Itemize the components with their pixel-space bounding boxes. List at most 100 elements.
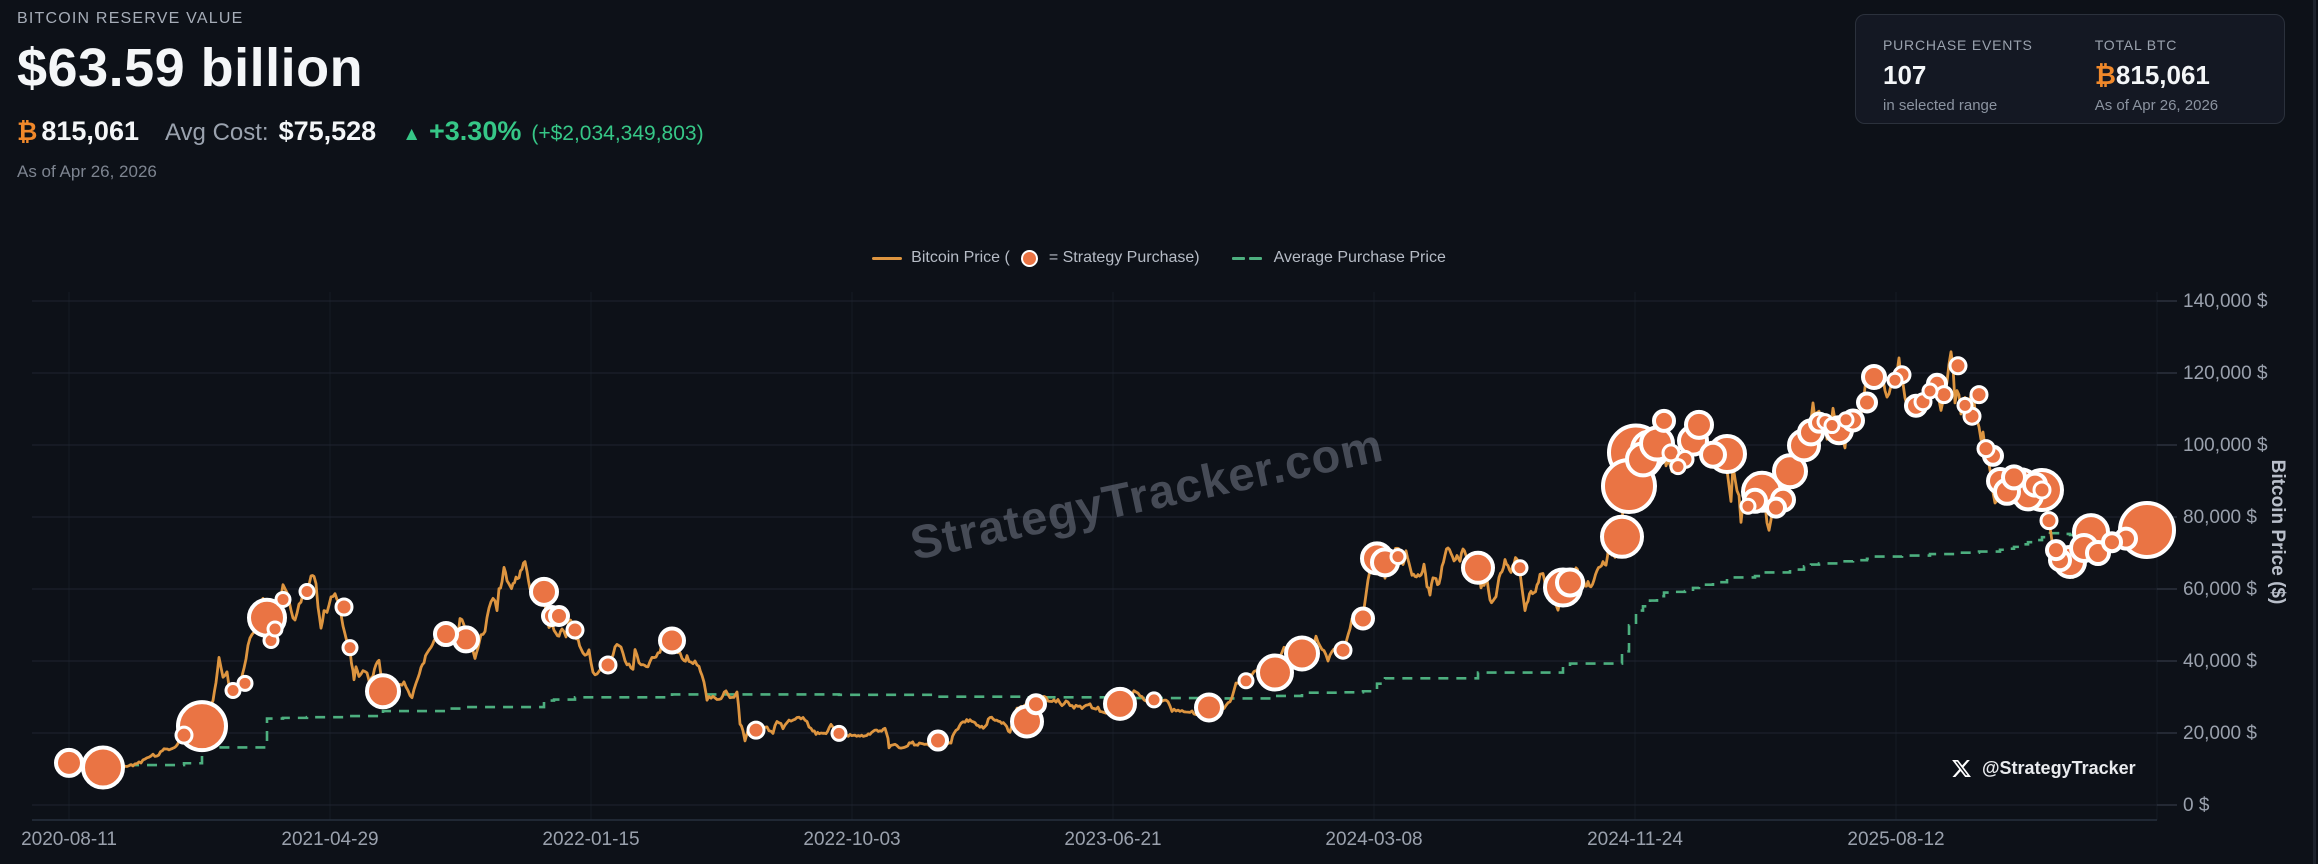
- purchase-bubble[interactable]: [1669, 458, 1687, 476]
- change-percent: +3.30%: [429, 116, 522, 146]
- y-axis-title: Bitcoin Price ($): [2267, 460, 2288, 605]
- social-handle-text: @StrategyTracker: [1982, 758, 2136, 778]
- purchase-bubble[interactable]: [1969, 385, 1989, 405]
- change-up-icon: ▲: [402, 124, 422, 145]
- x-tick-label: 2023-06-21: [1064, 829, 1161, 850]
- purchase-bubble[interactable]: [1823, 417, 1841, 435]
- purchase-bubble[interactable]: [334, 597, 354, 617]
- purchase-bubble[interactable]: [1765, 496, 1787, 519]
- purchase-bubble[interactable]: [1956, 396, 1974, 414]
- purchase-bubble[interactable]: [1856, 391, 1878, 414]
- purchase-bubble[interactable]: [266, 620, 284, 638]
- purchase-bubble[interactable]: [1237, 672, 1255, 690]
- purchase-bubble[interactable]: [1461, 550, 1495, 585]
- purchase-events-label: PURCHASE EVENTS: [1883, 37, 2033, 53]
- y-tick-label: 100,000 $: [2183, 435, 2268, 456]
- purchase-bubble[interactable]: [174, 725, 194, 745]
- avg-cost-line: [59, 531, 2157, 767]
- avg-cost-label: Avg Cost:: [164, 119, 269, 146]
- total-btc-block: TOTAL BTC ₿815,061 As of Apr 26, 2026: [2095, 37, 2218, 123]
- purchase-events-caption: in selected range: [1883, 97, 1998, 114]
- purchase-events-block: PURCHASE EVENTS 107 in selected range: [1883, 37, 2033, 123]
- purchase-bubble[interactable]: [1699, 440, 1727, 469]
- summary-card: PURCHASE EVENTS 107 in selected range TO…: [1855, 14, 2285, 124]
- purchase-bubble[interactable]: [274, 590, 292, 608]
- purchase-bubble[interactable]: [1600, 514, 1644, 559]
- purchase-bubble[interactable]: [1652, 408, 1676, 433]
- purchase-bubble[interactable]: [2101, 531, 2123, 554]
- purchase-bubble[interactable]: [1861, 363, 1887, 390]
- purchase-bubble[interactable]: [565, 620, 585, 640]
- purchase-bubble[interactable]: [1948, 356, 1968, 376]
- header-stats: ₿ 815,061 Avg Cost: $75,528 ▲ +3.30% (+$2…: [17, 116, 704, 147]
- purchase-bubble[interactable]: [1511, 559, 1529, 577]
- purchase-bubble[interactable]: [365, 673, 401, 710]
- purchase-bubble[interactable]: [1886, 371, 1904, 389]
- purchase-bubble[interactable]: [1934, 385, 1954, 405]
- purchase-bubble[interactable]: [54, 747, 84, 778]
- purchase-bubble[interactable]: [1103, 686, 1137, 721]
- legend-price-label-pre: Bitcoin Price (: [911, 249, 1010, 266]
- x-logo-icon: [1952, 759, 1971, 778]
- x-tick-label: 2021-04-29: [281, 829, 378, 850]
- purchase-bubble[interactable]: [1284, 635, 1320, 672]
- btc-amount: 815,061: [41, 116, 139, 146]
- as-of-date: As of Apr 26, 2026: [17, 162, 157, 181]
- purchase-bubble[interactable]: [1389, 548, 1407, 566]
- x-tick-label: 2024-11-24: [1587, 829, 1683, 850]
- x-tick-label: 2022-10-03: [803, 829, 900, 850]
- x-tick-label: 2020-08-11: [21, 829, 117, 850]
- y-tick-label: 60,000 $: [2183, 579, 2257, 600]
- btc-symbol: ₿: [2094, 61, 2116, 91]
- purchase-bubble[interactable]: [2045, 539, 2067, 562]
- purchase-bubble[interactable]: [1194, 692, 1224, 723]
- purchase-bubble[interactable]: [598, 655, 618, 675]
- purchase-bubble[interactable]: [2032, 480, 2052, 500]
- purchase-bubble[interactable]: [548, 605, 570, 627]
- purchase-bubble[interactable]: [529, 576, 559, 607]
- purchase-bubble[interactable]: [1025, 693, 1047, 716]
- purchase-bubble[interactable]: [927, 729, 949, 752]
- purchase-bubble[interactable]: [2039, 511, 2059, 531]
- purchase-bubble[interactable]: [341, 639, 359, 657]
- purchase-bubble[interactable]: [1256, 653, 1294, 692]
- avg-line-swatch: [1231, 256, 1262, 260]
- purchase-bubble[interactable]: [1921, 382, 1939, 400]
- purchase-bubble[interactable]: [298, 583, 316, 601]
- x-tick-label: 2024-03-08: [1325, 829, 1422, 850]
- purchase-bubble[interactable]: [1976, 439, 1996, 459]
- y-tick-label: 40,000 $: [2183, 651, 2257, 672]
- purchase-bubble[interactable]: [224, 682, 242, 700]
- purchase-bubble[interactable]: [1351, 606, 1375, 631]
- y-tick-label: 120,000 $: [2183, 363, 2268, 384]
- purchase-bubble[interactable]: [1684, 409, 1714, 440]
- purchase-bubble[interactable]: [2001, 464, 2027, 491]
- purchase-bubble[interactable]: [1333, 640, 1353, 660]
- page-title: BITCOIN RESERVE VALUE: [17, 10, 244, 27]
- header: BITCOIN RESERVE VALUE $63.59 billion: [17, 10, 363, 99]
- purchase-bubble[interactable]: [830, 724, 848, 742]
- y-tick-label: 140,000 $: [2183, 291, 2268, 312]
- purchase-bubble[interactable]: [236, 674, 254, 692]
- purchase-bubble[interactable]: [658, 626, 686, 655]
- y-tick-label: 20,000 $: [2183, 723, 2257, 744]
- purchase-bubble[interactable]: [1739, 497, 1757, 515]
- purchase-bubble[interactable]: [746, 720, 766, 740]
- change-absolute: (+$2,034,349,803): [531, 122, 704, 145]
- legend-price-label-post: = Strategy Purchase): [1048, 249, 1200, 266]
- purchase-bubble[interactable]: [433, 621, 459, 647]
- avg-cost-value: $75,528: [278, 116, 377, 146]
- chart-legend: Bitcoin Price ( = Strategy Purchase) Ave…: [0, 249, 2318, 267]
- social-handle[interactable]: @StrategyTracker: [1951, 758, 2136, 779]
- total-btc-value: ₿815,061: [2094, 60, 2210, 91]
- legend-avg-label: Average Purchase Price: [1273, 249, 1446, 266]
- purchase-bubble[interactable]: [1145, 691, 1163, 709]
- purchase-bubble[interactable]: [1555, 567, 1585, 598]
- reserve-value: $63.59 billion: [17, 38, 364, 98]
- purchase-bubble[interactable]: [1837, 411, 1855, 429]
- purchase-bubble[interactable]: [1772, 453, 1808, 490]
- purchase-bubble[interactable]: [81, 745, 125, 790]
- scrollbar-edge[interactable]: [2313, 0, 2316, 864]
